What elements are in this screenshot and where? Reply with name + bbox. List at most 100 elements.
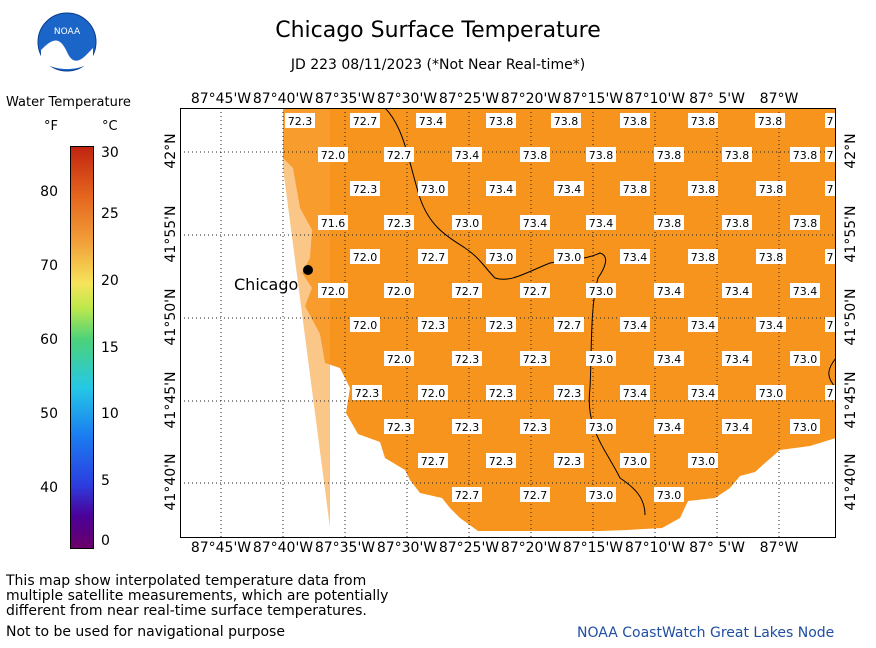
svg-text:73.8: 73.8 bbox=[725, 217, 750, 230]
temperature-value: 72.3 bbox=[486, 453, 516, 468]
temperature-value: 72.3 bbox=[486, 385, 516, 400]
legend-f-tick: 50 bbox=[40, 406, 58, 422]
temperature-value: 73.4 bbox=[554, 181, 584, 196]
temperature-value: 72.7 bbox=[350, 113, 380, 128]
svg-text:73.8: 73.8 bbox=[691, 115, 716, 128]
noaa-logo: NOAA bbox=[37, 12, 97, 72]
svg-text:73.0: 73.0 bbox=[691, 455, 716, 468]
longitude-label: 87°20'W bbox=[500, 540, 562, 556]
svg-text:73.8: 73.8 bbox=[589, 149, 614, 162]
legend-c-tick: 30 bbox=[101, 145, 119, 161]
svg-text:73.4: 73.4 bbox=[623, 251, 648, 264]
svg-text:73.4: 73.4 bbox=[725, 421, 750, 434]
svg-text:72.7: 72.7 bbox=[387, 149, 412, 162]
svg-text:72.3: 72.3 bbox=[455, 353, 480, 366]
temperature-value: 73.4 bbox=[654, 351, 684, 366]
svg-text:73.4: 73.4 bbox=[657, 285, 682, 298]
longitude-label: 87°25'W bbox=[438, 91, 500, 107]
svg-text:72.7: 72.7 bbox=[421, 455, 446, 468]
svg-text:73.8: 73.8 bbox=[691, 183, 716, 196]
temperature-value: 73.0 bbox=[688, 453, 718, 468]
svg-text:73.0: 73.0 bbox=[657, 489, 682, 502]
svg-text:73.0: 73.0 bbox=[421, 183, 446, 196]
longitude-label: 87°40'W bbox=[252, 540, 314, 556]
svg-text:73.8: 73.8 bbox=[554, 115, 579, 128]
temperature-value: 72.7 bbox=[452, 487, 482, 502]
svg-text:73.8: 73.8 bbox=[793, 217, 818, 230]
temperature-value: 73.8 bbox=[586, 147, 616, 162]
temperature-value: 73.4 bbox=[620, 385, 650, 400]
svg-text:72.3: 72.3 bbox=[288, 115, 313, 128]
legend-f-tick: 80 bbox=[40, 184, 58, 200]
legend-unit-c: °C bbox=[102, 119, 118, 134]
svg-text:73.0: 73.0 bbox=[793, 421, 818, 434]
svg-text:73.4: 73.4 bbox=[759, 319, 784, 332]
svg-text:73.0: 73.0 bbox=[623, 455, 648, 468]
temperature-value: 73.4 bbox=[620, 249, 650, 264]
temperature-value: 73.0 bbox=[586, 351, 616, 366]
svg-text:73.8: 73.8 bbox=[725, 149, 750, 162]
svg-text:72.3: 72.3 bbox=[387, 421, 412, 434]
svg-text:72.3: 72.3 bbox=[353, 183, 378, 196]
temperature-value: 72.0 bbox=[384, 351, 414, 366]
svg-text:73.8: 73.8 bbox=[523, 149, 548, 162]
temperature-value: 73.8 bbox=[688, 181, 718, 196]
temperature-value: 73.4 bbox=[620, 317, 650, 332]
temperature-value: 73.4 bbox=[688, 385, 718, 400]
svg-text:72.3: 72.3 bbox=[523, 421, 548, 434]
svg-text:72.3: 72.3 bbox=[387, 217, 412, 230]
temperature-value: 72.3 bbox=[452, 419, 482, 434]
temperature-value: 72.3 bbox=[350, 181, 380, 196]
temperature-value: 72.3 bbox=[554, 453, 584, 468]
svg-text:73.0: 73.0 bbox=[455, 217, 480, 230]
temperature-value: 73.0 bbox=[620, 453, 650, 468]
temperature-value: 73.8 bbox=[688, 113, 718, 128]
svg-text:7: 7 bbox=[827, 387, 834, 400]
temperature-value: 73.8 bbox=[620, 113, 650, 128]
svg-text:72.0: 72.0 bbox=[353, 251, 378, 264]
svg-text:73.8: 73.8 bbox=[623, 115, 648, 128]
longitude-label: 87°40'W bbox=[252, 91, 314, 107]
temperature-value: 73.8 bbox=[722, 215, 752, 230]
longitude-label: 87°10'W bbox=[624, 91, 686, 107]
svg-text:73.8: 73.8 bbox=[759, 251, 784, 264]
svg-text:72.7: 72.7 bbox=[455, 489, 480, 502]
temperature-value: 73.4 bbox=[654, 419, 684, 434]
temperature-value: 73.0 bbox=[586, 283, 616, 298]
temperature-value: 73.8 bbox=[551, 113, 581, 128]
temperature-value: 72.7 bbox=[520, 283, 550, 298]
legend-title: Water Temperature bbox=[6, 95, 131, 110]
temperature-value: 73.8 bbox=[654, 147, 684, 162]
legend-c-tick: 5 bbox=[101, 473, 110, 489]
svg-text:7: 7 bbox=[827, 115, 834, 128]
temperature-value: 72.7 bbox=[418, 249, 448, 264]
temperature-value: 73.8 bbox=[790, 215, 820, 230]
svg-text:72.0: 72.0 bbox=[387, 285, 412, 298]
latitude-label: 41°45'N bbox=[163, 371, 179, 429]
temperature-value: 72.3 bbox=[384, 419, 414, 434]
temperature-value: 72.7 bbox=[384, 147, 414, 162]
svg-text:73.4: 73.4 bbox=[657, 353, 682, 366]
longitude-label: 87° 5'W bbox=[689, 540, 745, 556]
svg-text:73.8: 73.8 bbox=[657, 149, 682, 162]
temperature-value: 72.0 bbox=[384, 283, 414, 298]
temperature-value: 73.0 bbox=[554, 249, 584, 264]
map-notes: This map show interpolated temperature d… bbox=[6, 574, 388, 619]
temperature-value: 72.0 bbox=[350, 249, 380, 264]
temperature-value: 73.0 bbox=[418, 181, 448, 196]
temperature-value: 7 bbox=[825, 147, 835, 162]
svg-text:72.7: 72.7 bbox=[557, 319, 582, 332]
svg-text:72.3: 72.3 bbox=[557, 387, 582, 400]
legend-f-tick: 70 bbox=[40, 258, 58, 274]
temperature-value: 72.0 bbox=[318, 283, 348, 298]
svg-text:73.0: 73.0 bbox=[557, 251, 582, 264]
temperature-value: 72.3 bbox=[384, 215, 414, 230]
temperature-labels: 72.3 72.7 73.4 73.8 73.8 73.8 73.8 73.8 7 72.0 72.… bbox=[285, 113, 835, 502]
svg-text:72.7: 72.7 bbox=[455, 285, 480, 298]
svg-text:72.3: 72.3 bbox=[455, 421, 480, 434]
latitude-label: 41°55'N bbox=[163, 205, 179, 263]
temperature-value: 73.4 bbox=[452, 147, 482, 162]
temperature-value: 72.7 bbox=[418, 453, 448, 468]
temperature-value: 73.8 bbox=[790, 147, 820, 162]
longitude-label: 87°W bbox=[759, 540, 799, 556]
